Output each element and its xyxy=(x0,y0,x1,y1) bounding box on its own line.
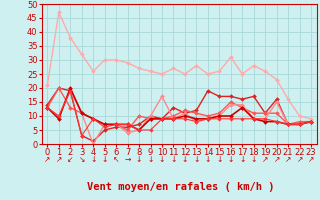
Text: ↓: ↓ xyxy=(228,155,234,164)
Text: ↖: ↖ xyxy=(113,155,119,164)
Text: ↓: ↓ xyxy=(147,155,154,164)
Text: ↗: ↗ xyxy=(308,155,314,164)
Text: ↓: ↓ xyxy=(136,155,142,164)
Text: ↓: ↓ xyxy=(90,155,96,164)
Text: ↓: ↓ xyxy=(170,155,177,164)
Text: ↓: ↓ xyxy=(182,155,188,164)
Text: ↓: ↓ xyxy=(239,155,245,164)
Text: ↗: ↗ xyxy=(44,155,51,164)
Text: ↗: ↗ xyxy=(285,155,291,164)
Text: ↓: ↓ xyxy=(251,155,257,164)
Text: Vent moyen/en rafales ( km/h ): Vent moyen/en rafales ( km/h ) xyxy=(87,182,275,192)
Text: ↙: ↙ xyxy=(67,155,74,164)
Text: ↓: ↓ xyxy=(101,155,108,164)
Text: ↗: ↗ xyxy=(274,155,280,164)
Text: →: → xyxy=(124,155,131,164)
Text: ↗: ↗ xyxy=(56,155,62,164)
Text: ↓: ↓ xyxy=(159,155,165,164)
Text: ↘: ↘ xyxy=(78,155,85,164)
Text: ↓: ↓ xyxy=(216,155,222,164)
Text: ↓: ↓ xyxy=(205,155,211,164)
Text: ↗: ↗ xyxy=(296,155,303,164)
Text: ↗: ↗ xyxy=(262,155,268,164)
Text: ↓: ↓ xyxy=(193,155,200,164)
